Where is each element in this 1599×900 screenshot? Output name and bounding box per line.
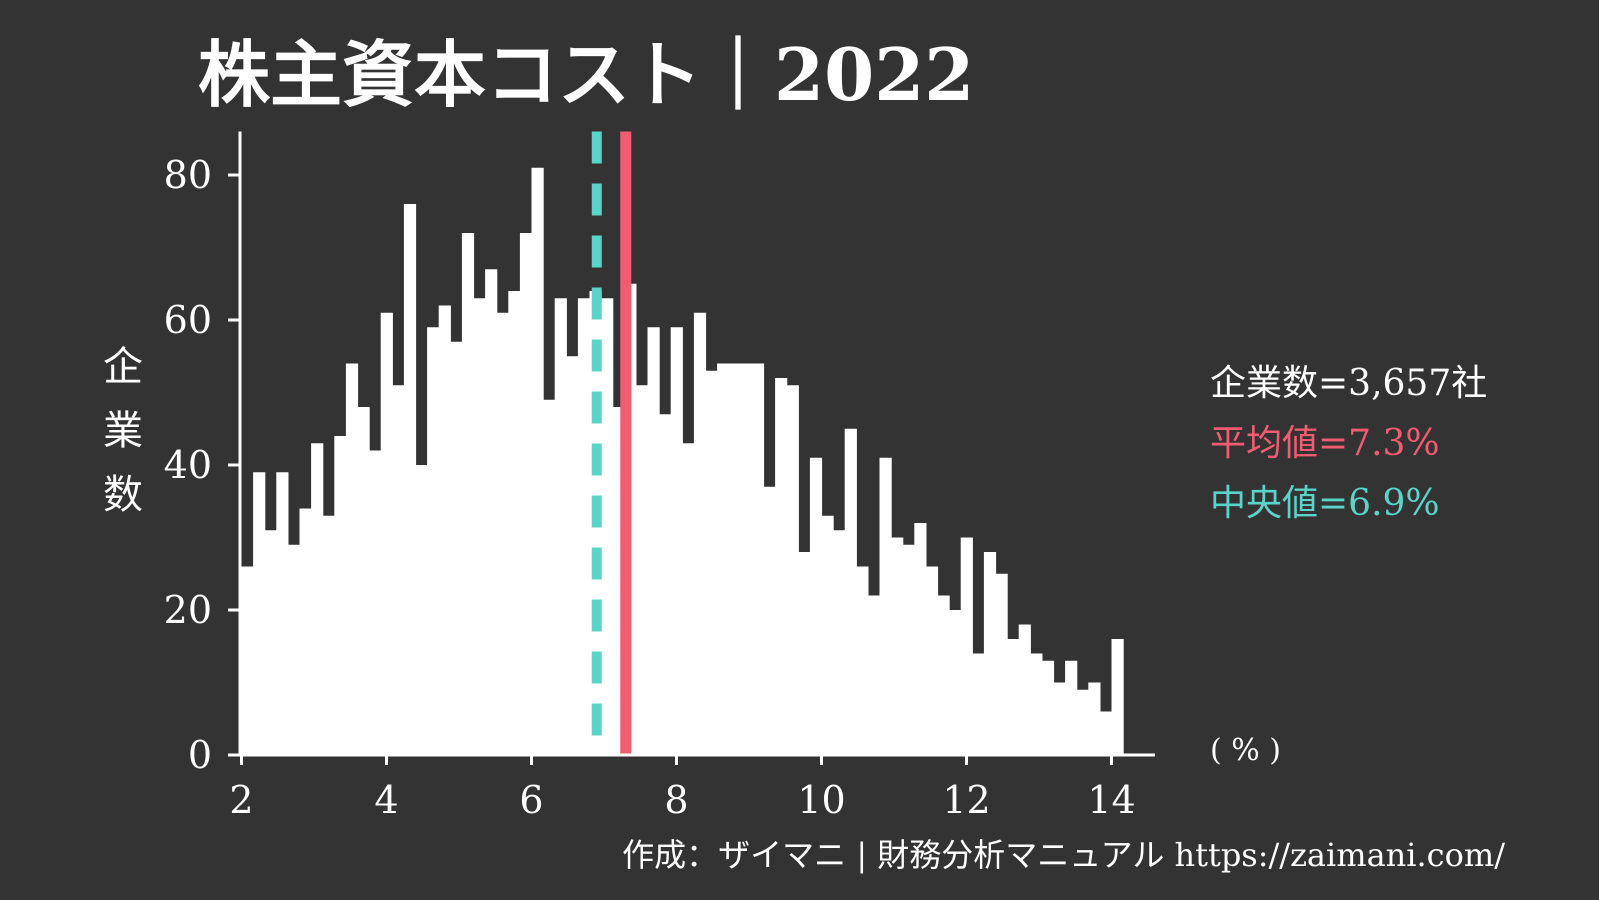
histogram-bar	[717, 363, 730, 755]
histogram-bar	[995, 573, 1008, 755]
histogram-bar	[693, 312, 707, 755]
histogram-bar	[403, 204, 417, 755]
histogram-bar	[601, 298, 614, 755]
histogram-bar	[647, 327, 660, 755]
histogram-bar	[925, 566, 939, 755]
histogram-bar	[821, 515, 834, 755]
x-tick-label: 2	[229, 778, 253, 822]
histogram-bar	[751, 363, 765, 755]
mean-annotation: 平均値=7.3%	[1210, 423, 1440, 464]
histogram-bar	[1065, 660, 1078, 755]
histogram-bar	[311, 443, 324, 755]
x-tick-label: 12	[942, 778, 990, 822]
x-axis-unit: ( % )	[1210, 733, 1281, 768]
histogram-bar	[775, 378, 788, 755]
histogram-bar	[682, 443, 695, 755]
y-tick-label: 20	[164, 588, 212, 632]
histogram-bar	[380, 312, 393, 755]
histogram-bar	[369, 450, 382, 755]
histogram-bar	[322, 515, 335, 755]
histogram-bar	[891, 537, 904, 755]
y-tick-label: 80	[164, 153, 212, 197]
histogram-bar	[659, 414, 672, 755]
x-ticks-group: 2 4 6 8 10 12 14	[229, 755, 1136, 822]
x-tick-label: 6	[519, 778, 543, 822]
histogram-bar	[809, 457, 823, 755]
x-tick-label: 14	[1087, 778, 1135, 822]
histogram-bar	[1041, 660, 1055, 755]
histogram-bar	[450, 341, 463, 755]
histogram-bar	[554, 298, 567, 755]
y-ticks-group: 0 20 40 60 80	[164, 153, 240, 777]
histogram-bar	[937, 595, 950, 755]
histogram-bar	[461, 233, 475, 755]
histogram-bar	[740, 363, 753, 755]
histogram-bar	[508, 291, 521, 755]
y-axis-label: 企業数	[103, 344, 143, 518]
histogram-bar	[960, 537, 973, 755]
histogram-bar	[392, 385, 405, 755]
histogram-bar	[1053, 682, 1066, 755]
histogram-bar	[1007, 639, 1020, 755]
histogram-bar	[728, 363, 741, 755]
histogram-bar	[566, 356, 579, 755]
histogram-bar	[241, 566, 254, 755]
histogram-bar	[415, 465, 428, 755]
histogram-bar	[902, 544, 915, 755]
chart-title: 株主資本コスト｜2022	[198, 32, 974, 117]
histogram-bar	[705, 370, 718, 755]
histogram-bar	[496, 312, 509, 755]
histogram-bar	[531, 167, 544, 755]
histogram-bar	[972, 653, 985, 755]
histogram-bar	[345, 363, 359, 755]
histogram-bar	[833, 530, 846, 755]
histogram-bar	[473, 298, 486, 755]
histogram-bar	[786, 385, 799, 755]
histogram-bar	[485, 269, 498, 755]
y-tick-label: 0	[188, 733, 212, 777]
histogram-bar	[1030, 653, 1043, 755]
median-annotation: 中央値=6.9%	[1210, 483, 1440, 524]
histogram-bar	[264, 530, 277, 755]
histogram-bar	[276, 472, 289, 755]
count-annotation: 企業数=3,657社	[1210, 363, 1487, 404]
histogram-bar	[1099, 711, 1113, 755]
histogram-bar	[287, 544, 301, 755]
histogram-bar	[635, 385, 649, 755]
histogram-bar	[438, 305, 451, 755]
histogram-bar	[670, 327, 683, 755]
histogram-bar	[983, 552, 997, 755]
histogram-bar	[427, 327, 440, 755]
histogram-bar	[334, 436, 347, 755]
histogram-bar	[577, 298, 591, 755]
histogram-bar	[1111, 639, 1124, 755]
histogram-bar	[763, 486, 776, 755]
histogram-bar	[914, 523, 927, 755]
x-tick-label: 10	[797, 778, 845, 822]
y-tick-label: 60	[164, 298, 212, 342]
histogram-bar	[1088, 682, 1101, 755]
histogram-bar	[299, 508, 312, 755]
histogram-bar	[253, 472, 266, 755]
histogram-bar	[357, 407, 370, 755]
histogram-bar	[949, 610, 962, 755]
bars-group	[241, 167, 1124, 755]
histogram-bar	[1018, 624, 1031, 755]
histogram-bar	[519, 233, 533, 755]
x-tick-label: 8	[664, 778, 688, 822]
credit-text: 作成：ザイマニ | 財務分析マニュアル https://zaimani.com/	[622, 836, 1505, 874]
histogram-bar	[798, 552, 811, 755]
histogram-bar	[1076, 689, 1089, 755]
y-tick-label: 40	[164, 443, 212, 487]
histogram-bar	[844, 428, 857, 755]
histogram-bar	[856, 566, 869, 755]
histogram-bar	[879, 457, 892, 755]
histogram-bar	[543, 399, 556, 755]
x-tick-label: 4	[374, 778, 398, 822]
histogram-bar	[867, 595, 881, 755]
